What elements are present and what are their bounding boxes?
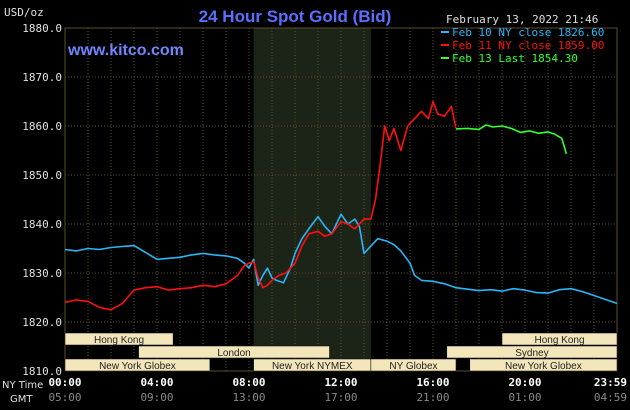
x-tick-label-gmt: 04:59: [594, 391, 627, 404]
x-axis: NY Time GMT 00:00 05:00 04:00 09:00 08:00 13:00…: [2, 376, 627, 405]
x-tick-label-gmt: 13:00: [232, 391, 265, 404]
y-tick-label: 1870.0: [22, 71, 62, 84]
y-tick-label: 1840.0: [22, 218, 62, 231]
session-band-label: New York NYMEX: [272, 361, 353, 372]
unit-label: USD/oz: [4, 6, 44, 19]
session-band: [64, 358, 211, 372]
x-tick-label-ny: 16:00: [416, 376, 449, 389]
y-tick-label: 1820.0: [22, 316, 62, 329]
session-band: [469, 358, 618, 372]
series-line: [455, 124, 568, 155]
legend-entry: Feb 11 NY close 1859.00: [452, 39, 604, 52]
session-band-label: New York Globex: [99, 361, 176, 372]
session-band: [138, 345, 330, 359]
session-band-label: Hong Kong: [534, 335, 584, 346]
session-band: [64, 332, 174, 346]
market-session-bands: Hong Kong Hong Kong London Sydney New York G…: [64, 332, 618, 372]
session-band-label: Hong Kong: [94, 335, 144, 346]
session-band: [370, 358, 457, 372]
x-tick-label-ny: 08:00: [232, 376, 265, 389]
x-tick-label-ny: 20:00: [508, 376, 541, 389]
y-tick-label: 1830.0: [22, 267, 62, 280]
series-line: [64, 213, 618, 305]
price-series: [64, 100, 618, 311]
y-tick-label: 1810.0: [22, 365, 62, 378]
gmt-row-label: GMT: [10, 394, 33, 405]
ny-time-row-label: NY Time: [2, 380, 43, 391]
legend-entry: Feb 10 NY close 1826.60: [452, 26, 604, 39]
chart-title: 24 Hour Spot Gold (Bid): [199, 7, 392, 26]
y-tick-label: 1880.0: [22, 22, 62, 35]
y-tick-label: 1860.0: [22, 120, 62, 133]
x-tick-label-ny: 04:00: [140, 376, 173, 389]
legend-entry: Feb 13 Last 1854.30: [452, 52, 578, 65]
series-line: [64, 100, 457, 311]
session-band-label: NY Globex: [389, 361, 437, 372]
session-band: [446, 345, 618, 359]
y-tick-label: 1850.0: [22, 169, 62, 182]
session-band-label: Sydney: [515, 348, 548, 359]
x-tick-label-gmt: 01:00: [508, 391, 541, 404]
session-band-label: London: [217, 348, 250, 359]
x-tick-label-ny: 00:00: [48, 376, 81, 389]
x-tick-label-gmt: 21:00: [416, 391, 449, 404]
timestamp: February 13, 2022 21:46: [446, 13, 598, 26]
site-watermark: www.kitco.com: [67, 42, 184, 59]
x-tick-label-gmt: 17:00: [324, 391, 357, 404]
x-tick-label-ny: 23:59: [594, 376, 627, 389]
x-tick-label-gmt: 09:00: [140, 391, 173, 404]
x-tick-label-ny: 12:00: [324, 376, 357, 389]
session-band-label: New York Globex: [505, 361, 582, 372]
y-axis: 1880.0 1870.0 1860.0 1850.0 1840.0 1830.0 1820…: [22, 22, 62, 378]
nymex-session-shade: [253, 28, 371, 371]
session-band: [501, 332, 618, 346]
grid-lines: [64, 27, 618, 372]
x-tick-label-gmt: 05:00: [48, 391, 81, 404]
